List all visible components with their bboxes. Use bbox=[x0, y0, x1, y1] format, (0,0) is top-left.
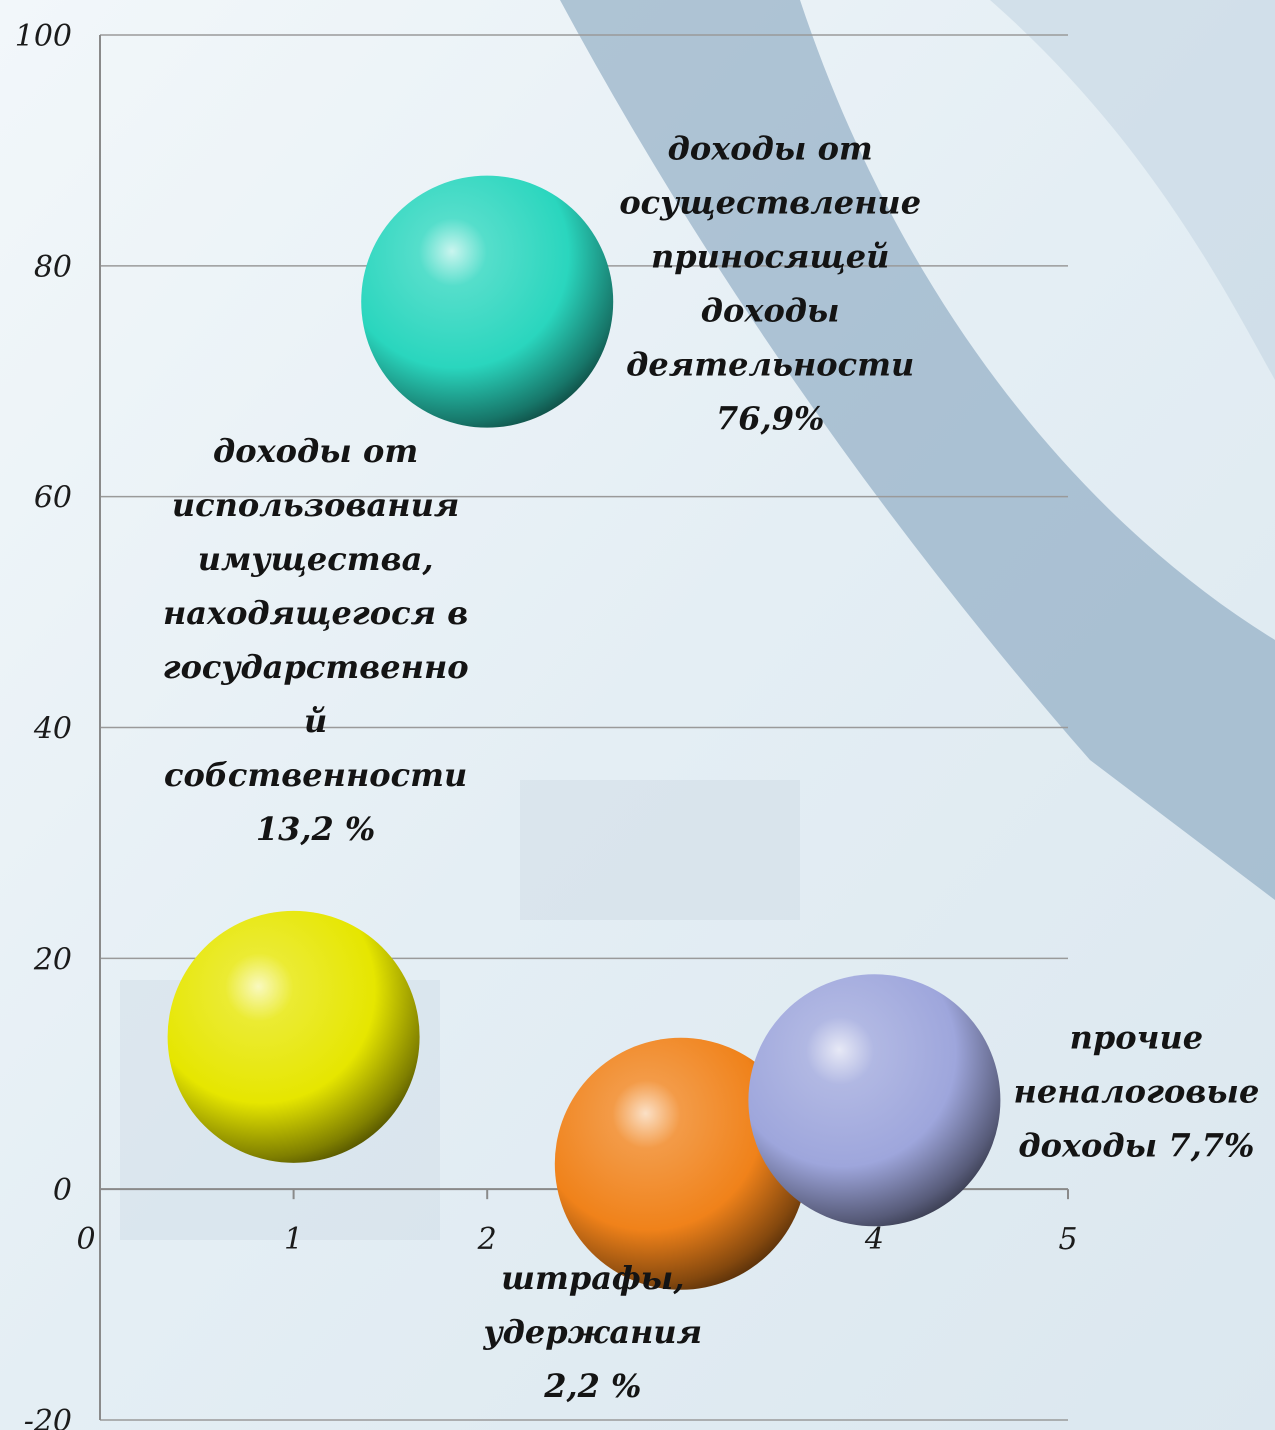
bubbles bbox=[167, 175, 1001, 1290]
y-tick-label: 100 bbox=[15, 19, 72, 54]
y-tick-label: 80 bbox=[34, 250, 72, 285]
x-tick-label: 4 bbox=[864, 1222, 884, 1257]
x-tick-label: 1 bbox=[284, 1222, 303, 1257]
bubble-data-label: штрафы, удержания 2,2 % bbox=[482, 1259, 702, 1405]
x-tick-label: 2 bbox=[477, 1222, 497, 1257]
bubble-point bbox=[748, 974, 1001, 1227]
bubble-data-label: доходы от использования имущества, находяще… bbox=[163, 432, 469, 848]
x-tick-label: 5 bbox=[1058, 1222, 1077, 1257]
y-tick-label: 20 bbox=[33, 942, 72, 977]
bubble-point bbox=[554, 1037, 807, 1290]
background-corner-shape bbox=[990, 0, 1275, 380]
bubble-data-label: прочие неналоговые доходы 7,7% bbox=[1014, 1018, 1260, 1164]
y-tick-label: 0 bbox=[53, 1173, 72, 1208]
bubble-labels: доходы от использования имущества, находяще… bbox=[163, 130, 1260, 1405]
y-tick-label: -20 bbox=[24, 1404, 72, 1430]
bubble-point bbox=[167, 910, 420, 1163]
x-tick-label: 0 bbox=[76, 1222, 95, 1257]
background-banknote-shape bbox=[520, 780, 800, 920]
y-tick-label: 60 bbox=[34, 481, 72, 516]
background-curve-shape bbox=[560, 0, 1275, 900]
y-tick-label: 40 bbox=[33, 712, 72, 747]
bubble-data-label: доходы от осуществление приносящей доходы де… bbox=[619, 130, 921, 438]
bubble-point bbox=[361, 175, 614, 428]
